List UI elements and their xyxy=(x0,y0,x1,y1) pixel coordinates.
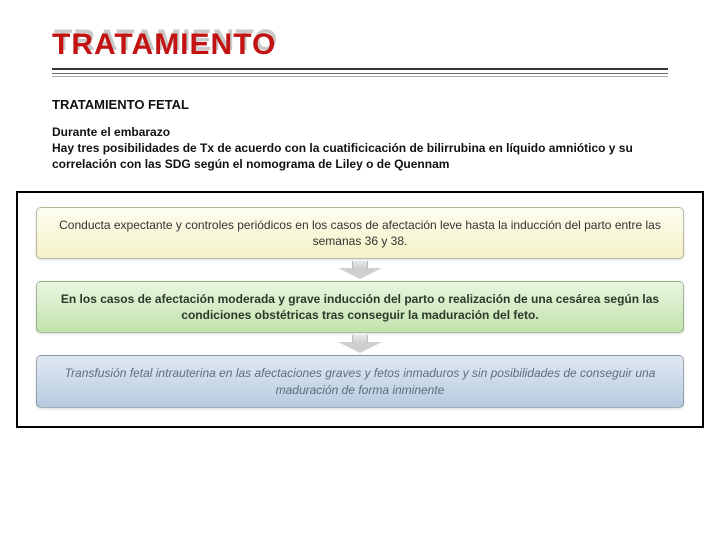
intro-heading: Durante el embarazo xyxy=(52,124,668,140)
title-underline xyxy=(52,68,668,77)
flow-step-1: Conducta expectante y controles periódic… xyxy=(36,207,684,259)
page-title: TRATAMIENTO xyxy=(52,28,668,62)
flow-step-3: Transfusión fetal intrauterina en las af… xyxy=(36,355,684,407)
intro-body: Hay tres posibilidades de Tx de acuerdo … xyxy=(52,140,668,172)
arrow-down-icon xyxy=(338,261,382,279)
rule-3 xyxy=(52,76,668,77)
flow-step-2-text: En los casos de afectación moderada y gr… xyxy=(61,292,659,322)
arrow-down-icon xyxy=(338,335,382,353)
flowchart: Conducta expectante y controles periódic… xyxy=(16,191,704,428)
flow-step-3-text: Transfusión fetal intrauterina en las af… xyxy=(65,366,656,396)
slide: TRATAMIENTO TRATAMIENTO TRATAMIENTO FETA… xyxy=(0,0,720,540)
section-subtitle: TRATAMIENTO FETAL xyxy=(52,97,668,112)
intro-text: Durante el embarazo Hay tres posibilidad… xyxy=(52,124,668,173)
flow-arrow-2 xyxy=(36,335,684,353)
flow-step-1-text: Conducta expectante y controles periódic… xyxy=(59,218,661,248)
rule-1 xyxy=(52,68,668,70)
flow-arrow-1 xyxy=(36,261,684,279)
flow-step-2: En los casos de afectación moderada y gr… xyxy=(36,281,684,333)
rule-2 xyxy=(52,73,668,74)
title-block: TRATAMIENTO TRATAMIENTO xyxy=(52,28,668,62)
